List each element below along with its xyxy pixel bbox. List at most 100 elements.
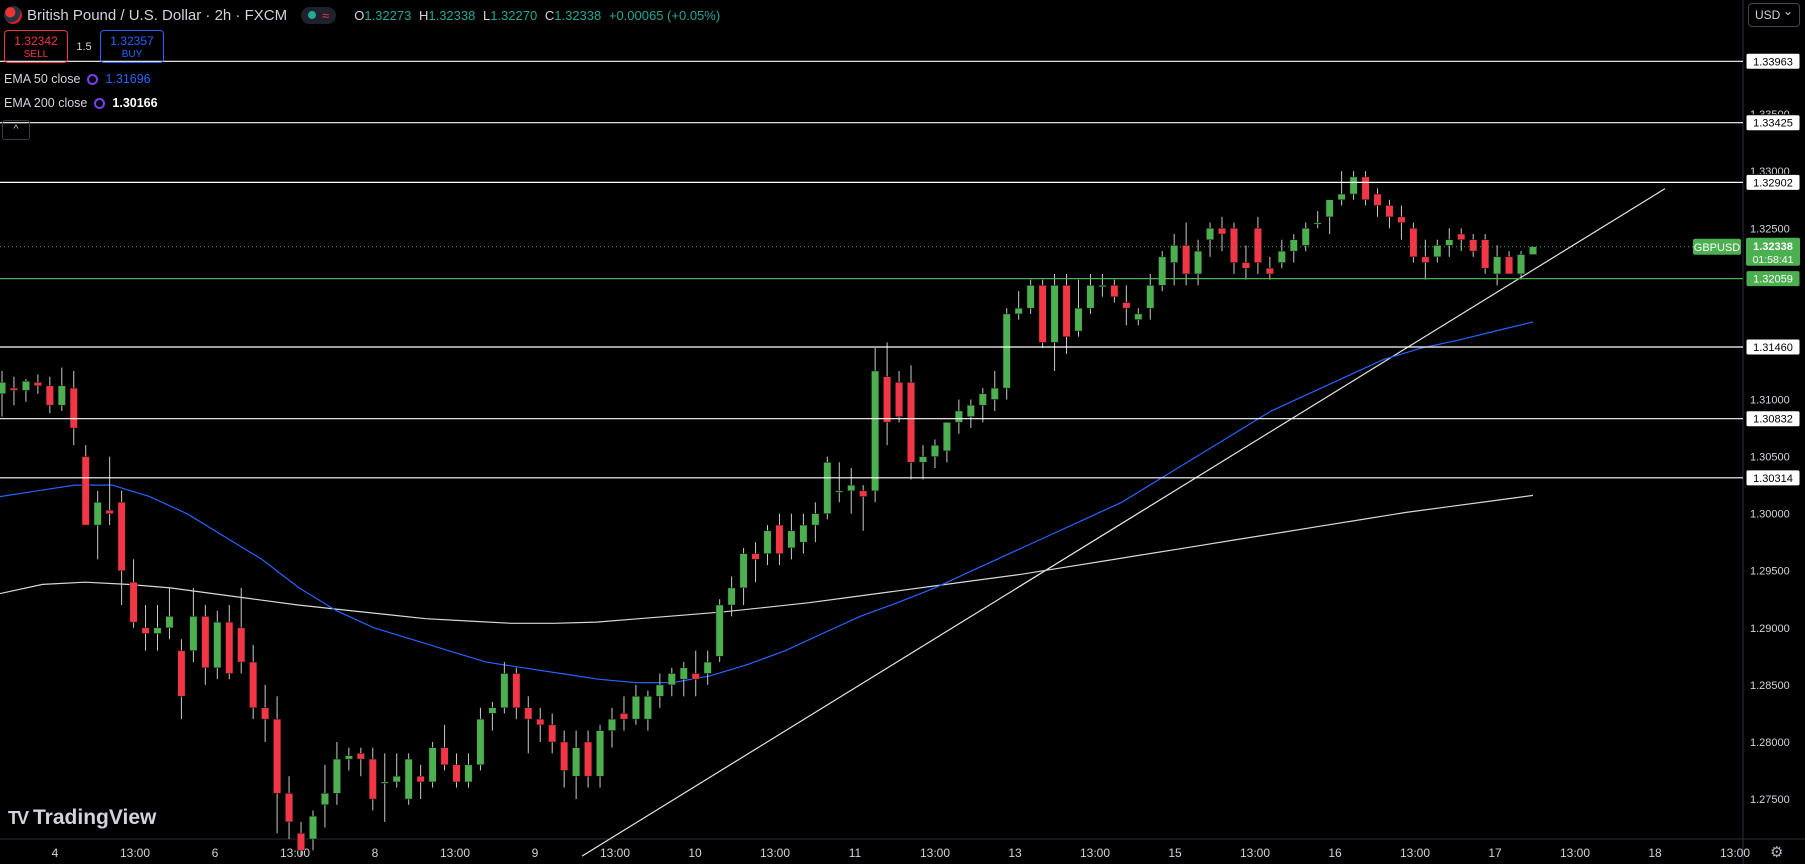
candle-body <box>799 524 808 543</box>
candle-body <box>309 815 317 840</box>
buy-label: BUY <box>121 49 143 60</box>
candle-body <box>1313 222 1322 225</box>
candle-body <box>1218 228 1226 235</box>
candle-body <box>1529 246 1537 255</box>
wave-icon: ≈ <box>322 7 330 23</box>
candle-body <box>1349 176 1358 195</box>
candle-body <box>452 764 461 783</box>
candle-body <box>1493 256 1502 275</box>
candle-body <box>608 718 616 731</box>
candle-body <box>1433 245 1442 258</box>
candle-body <box>1277 250 1286 263</box>
candle-body <box>895 382 904 417</box>
candle-body <box>1409 228 1418 258</box>
candle-body <box>213 621 222 669</box>
candle-body <box>859 490 868 497</box>
candle-body <box>368 758 377 800</box>
level-price-label: 1.33963 <box>1753 56 1793 68</box>
candle-body <box>847 484 856 492</box>
time-tick-label: 16 <box>1328 846 1342 860</box>
candle-body <box>1385 205 1394 218</box>
candle-body <box>1457 233 1466 240</box>
open-value: 1.32273 <box>364 7 412 23</box>
candle-body <box>93 502 102 526</box>
level-price-label: 1.32059 <box>1753 274 1793 286</box>
candle-body <box>596 730 605 777</box>
time-tick-label: 13:00 <box>1080 846 1110 860</box>
ema200-legend[interactable]: EMA 200 close 1.30166 <box>4 96 158 110</box>
candle-body <box>667 673 676 686</box>
level-price-box <box>1745 173 1801 191</box>
candle-body <box>1469 239 1478 252</box>
ema50-label: EMA 50 close <box>4 72 81 86</box>
candle-body <box>512 673 521 708</box>
candle-body <box>21 381 30 391</box>
candle-body <box>883 376 892 423</box>
candle-body <box>285 793 294 823</box>
candle-body <box>524 707 533 720</box>
time-tick-label: 18 <box>1648 846 1662 860</box>
candle-body <box>739 553 748 589</box>
candle-body <box>117 502 126 571</box>
candle-body <box>954 410 963 423</box>
candle-body <box>751 553 760 560</box>
time-tick-label: 13:00 <box>120 846 150 860</box>
symbol-title[interactable]: British Pound / U.S. Dollar · 2h · FXCM <box>27 6 288 24</box>
candle-body <box>560 741 569 771</box>
price-tick-label: 1.28500 <box>1750 680 1790 692</box>
time-tick-label: 6 <box>212 846 219 860</box>
candle-body <box>679 667 688 680</box>
time-tick-label: 15 <box>1168 846 1182 860</box>
candle-body <box>356 753 365 760</box>
candle-body <box>811 513 820 526</box>
candle-body <box>1206 228 1215 240</box>
candle-body <box>1182 245 1191 275</box>
level-price-label: 1.32902 <box>1753 177 1793 189</box>
symbol-tag-label: GBPUSD <box>1694 242 1741 254</box>
buy-button[interactable]: 1.32357 BUY <box>100 30 164 63</box>
market-status[interactable]: ≈ <box>301 6 337 24</box>
last-price-label: 1.32338 <box>1753 241 1793 253</box>
candle-body <box>273 718 282 794</box>
currency-selector[interactable]: USD <box>1748 0 1800 27</box>
candle-body <box>105 509 114 514</box>
candle-body <box>871 370 880 492</box>
candle-body <box>488 707 497 714</box>
sell-button[interactable]: 1.32342 SELL <box>4 30 68 63</box>
candle-body <box>464 764 473 783</box>
candle-body <box>1086 285 1095 309</box>
logo-text: TradingView <box>33 806 157 829</box>
level-price-label: 1.30314 <box>1753 473 1793 485</box>
candle-body <box>1265 268 1274 275</box>
high-value: 1.32338 <box>428 7 476 23</box>
time-tick-label: 13:00 <box>600 846 630 860</box>
candle-body <box>392 775 401 783</box>
candle-body <box>907 382 915 463</box>
time-tick-label: 9 <box>532 846 539 860</box>
candle-body <box>1230 228 1238 263</box>
time-tick-label: 17 <box>1488 846 1502 860</box>
candle-body <box>320 793 329 806</box>
settings-gear-icon[interactable]: ⚙ <box>1770 844 1784 861</box>
ema50-line <box>0 321 1534 684</box>
candle-body <box>1170 245 1179 263</box>
loading-icon <box>94 97 106 109</box>
time-tick-label: 13:00 <box>1720 846 1750 860</box>
candle-body <box>715 604 724 657</box>
candle-body <box>416 775 425 783</box>
candle-body <box>1325 199 1334 218</box>
candle-body <box>332 758 341 794</box>
candle-body <box>1241 262 1250 269</box>
price-tick-label: 1.31000 <box>1750 395 1790 407</box>
spread-value: 1.5 <box>76 40 92 53</box>
candle-body <box>404 758 413 800</box>
candle-body <box>1337 193 1346 201</box>
ema50-legend[interactable]: EMA 50 close 1.31696 <box>4 72 151 86</box>
candle-body <box>45 385 54 406</box>
ema200-value: 1.30166 <box>112 96 158 110</box>
candle-body <box>81 456 90 526</box>
collapse-legend-button[interactable]: ^ <box>2 120 30 140</box>
level-price-box <box>1745 114 1801 132</box>
price-tick-label: 1.30000 <box>1750 509 1790 521</box>
